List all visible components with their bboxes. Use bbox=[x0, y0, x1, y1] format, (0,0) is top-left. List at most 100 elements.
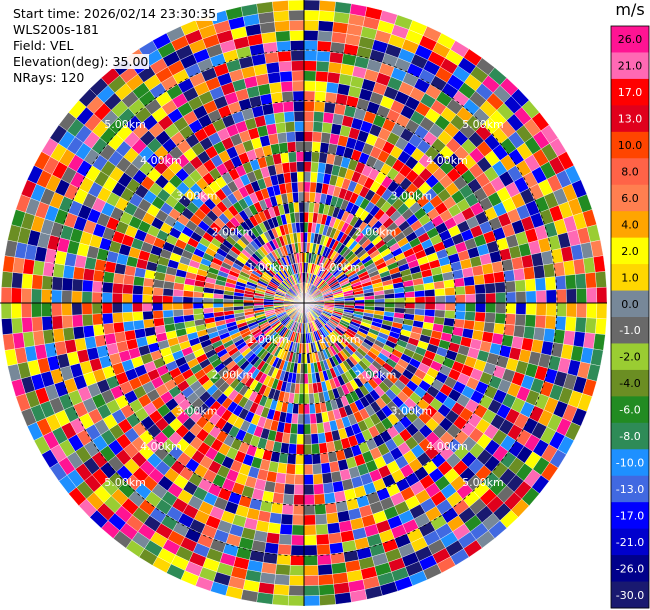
velocity-gate bbox=[374, 302, 385, 308]
velocity-gate bbox=[404, 297, 416, 304]
colorbar-swatch bbox=[611, 131, 649, 159]
velocity-gate bbox=[272, 101, 285, 114]
colorbar-tick-label: -17.0 bbox=[616, 509, 644, 522]
velocity-gate bbox=[112, 321, 125, 334]
velocity-gate bbox=[122, 302, 133, 313]
velocity-gate bbox=[504, 313, 516, 326]
velocity-gate bbox=[299, 383, 305, 395]
velocity-gate bbox=[483, 321, 496, 334]
velocity-gate bbox=[404, 291, 416, 298]
velocity-gate bbox=[52, 328, 65, 343]
velocity-gate bbox=[71, 314, 84, 328]
velocity-gate bbox=[434, 309, 446, 318]
velocity-gate bbox=[543, 263, 556, 278]
range-ring-label: 3.00km bbox=[391, 404, 433, 417]
velocity-gate bbox=[267, 522, 281, 535]
velocity-gate bbox=[269, 81, 283, 94]
velocity-gate bbox=[281, 91, 294, 103]
velocity-gate bbox=[595, 271, 607, 288]
velocity-gate bbox=[303, 141, 313, 152]
velocity-gate bbox=[51, 315, 64, 330]
velocity-gate bbox=[290, 40, 305, 52]
velocity-gate bbox=[475, 302, 486, 313]
velocity-gate bbox=[303, 474, 314, 485]
velocity-gate bbox=[563, 330, 576, 346]
velocity-gate bbox=[544, 315, 557, 330]
velocity-gate bbox=[311, 453, 322, 465]
velocity-gate bbox=[261, 103, 275, 116]
velocity-gate bbox=[310, 433, 319, 445]
velocity-gate bbox=[298, 191, 305, 203]
velocity-gate bbox=[41, 302, 53, 317]
velocity-gate bbox=[475, 293, 486, 304]
velocity-gate bbox=[265, 532, 280, 545]
velocity-gate bbox=[134, 328, 147, 339]
velocity-gate bbox=[303, 464, 314, 475]
velocity-gate bbox=[81, 291, 93, 304]
velocity-gate bbox=[296, 171, 305, 183]
velocity-gate bbox=[299, 222, 305, 233]
velocity-gate bbox=[481, 262, 494, 275]
velocity-gate bbox=[485, 302, 497, 314]
velocity-gate bbox=[11, 317, 23, 334]
colorbar-swatch bbox=[611, 184, 649, 212]
velocity-gate bbox=[474, 311, 486, 323]
velocity-gate bbox=[294, 131, 305, 142]
velocity-ppi-field bbox=[0, 0, 608, 607]
velocity-gate bbox=[102, 322, 115, 335]
velocity-gate bbox=[152, 302, 163, 312]
velocity-gate bbox=[327, 522, 341, 535]
velocity-gate bbox=[202, 302, 214, 309]
velocity-gate bbox=[585, 272, 597, 289]
velocity-gate bbox=[31, 274, 44, 290]
velocity-gate bbox=[265, 61, 280, 74]
velocity-gate bbox=[287, 0, 305, 11]
velocity-gate bbox=[322, 482, 335, 495]
velocity-gate bbox=[495, 292, 507, 304]
velocity-gate bbox=[264, 542, 279, 555]
colorbar-swatch bbox=[611, 317, 649, 344]
velocity-gate bbox=[296, 161, 305, 173]
velocity-gate bbox=[523, 326, 536, 340]
velocity-gate bbox=[596, 286, 608, 304]
velocity-gate bbox=[114, 331, 127, 344]
velocity-gate bbox=[308, 383, 314, 394]
colorbar-tick-label: 26.0 bbox=[618, 33, 643, 46]
velocity-gate bbox=[465, 302, 476, 313]
velocity-gate bbox=[303, 131, 314, 142]
velocity-gate bbox=[293, 110, 305, 122]
velocity-gate bbox=[303, 0, 321, 11]
velocity-gate bbox=[81, 313, 94, 327]
velocity-gate bbox=[434, 302, 446, 311]
velocity-gate bbox=[320, 462, 332, 474]
velocity-gate bbox=[280, 152, 290, 164]
velocity-gate bbox=[295, 444, 305, 455]
velocity-gate bbox=[122, 311, 134, 323]
colorbar-swatch bbox=[611, 449, 649, 477]
velocity-gate bbox=[485, 292, 497, 304]
velocity-gate bbox=[282, 101, 295, 113]
velocity-gate bbox=[62, 264, 75, 279]
velocity-gate bbox=[273, 584, 290, 596]
range-ring-label: 4.00km bbox=[426, 154, 468, 167]
velocity-gate bbox=[303, 9, 320, 21]
velocity-gate bbox=[290, 554, 305, 566]
velocity-gate bbox=[312, 121, 324, 133]
velocity-gate bbox=[281, 162, 291, 174]
velocity-gate bbox=[2, 255, 15, 273]
velocity-gate bbox=[534, 314, 547, 329]
velocity-gate bbox=[303, 121, 314, 132]
velocity-gate bbox=[424, 302, 436, 311]
velocity-gate bbox=[72, 266, 85, 280]
velocity-gate bbox=[288, 9, 305, 21]
colorbar-swatch bbox=[611, 528, 649, 556]
velocity-gate bbox=[132, 311, 144, 322]
velocity-gate bbox=[212, 302, 224, 308]
velocity-gate bbox=[92, 313, 104, 326]
velocity-gate bbox=[303, 100, 315, 112]
velocity-gate bbox=[202, 307, 214, 314]
velocity-gate bbox=[553, 329, 566, 345]
velocity-gate bbox=[384, 293, 395, 299]
colorbar-tick-label: -4.0 bbox=[619, 377, 640, 390]
velocity-gate bbox=[332, 480, 345, 493]
